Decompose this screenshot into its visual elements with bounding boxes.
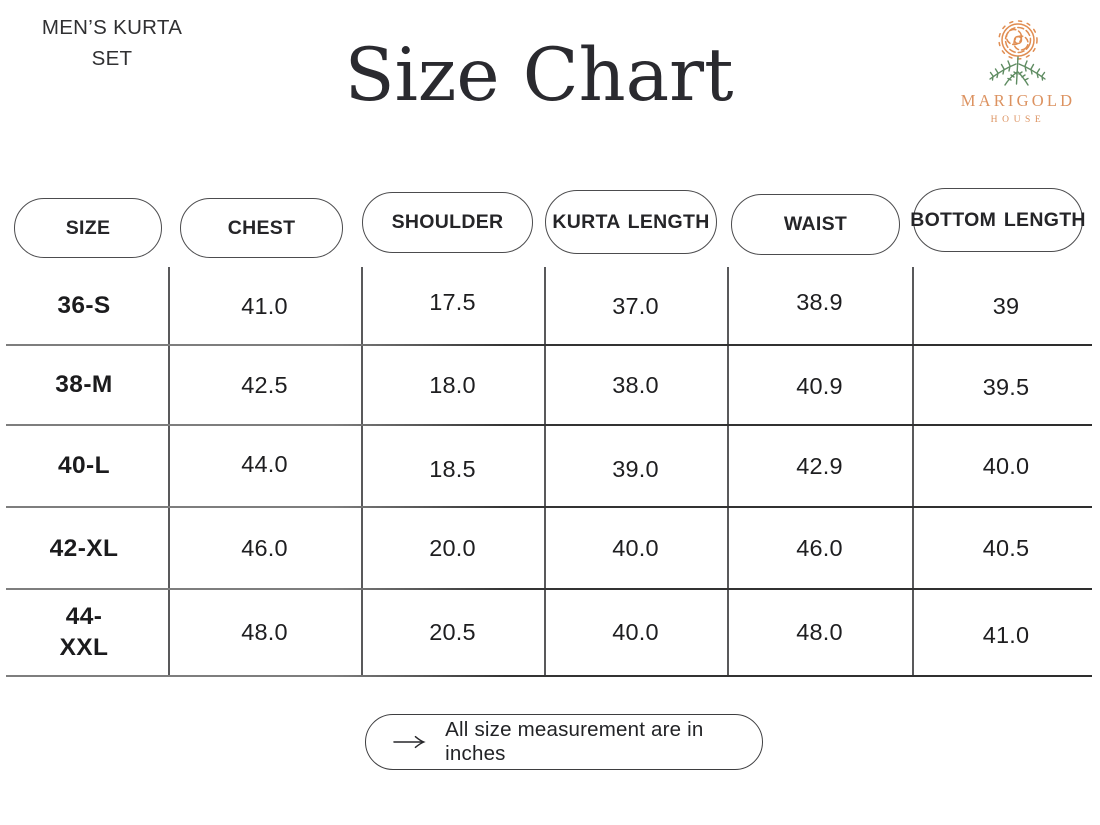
row-divider-line xyxy=(6,506,1092,509)
measurement-value: 41.0 xyxy=(982,622,1030,648)
measurement-value: 39.5 xyxy=(982,373,1030,400)
measurement-value: 46.0 xyxy=(796,534,843,561)
size-label: 40-L xyxy=(58,451,110,479)
size-cell: 44-XXL xyxy=(0,589,168,676)
column-divider-line xyxy=(544,267,546,676)
measurement-value: 39 xyxy=(992,292,1020,319)
column-divider-line xyxy=(912,267,914,676)
size-cell: 38-M xyxy=(0,345,168,425)
measurement-value: 48.0 xyxy=(796,619,843,645)
table-row: 36-S 41.0 17.5 37.0 38.9 39 xyxy=(0,267,1100,345)
measurement-value: 18.5 xyxy=(429,455,476,482)
measurement-value: 37.0 xyxy=(612,292,659,319)
value-cell: 44.0 xyxy=(168,423,361,505)
table-row: 38-M 42.5 18.0 38.0 40.9 39.5 xyxy=(0,345,1100,425)
size-label: 42-XL xyxy=(49,534,119,562)
measurement-value: 40.9 xyxy=(796,372,843,399)
value-cell: 37.0 xyxy=(544,267,727,345)
value-cell: 42.5 xyxy=(168,345,361,425)
row-divider-line xyxy=(6,344,1092,347)
column-divider-line xyxy=(727,267,729,676)
row-divider-line xyxy=(6,675,1092,678)
footer-note-pill: All size measurement are in inches xyxy=(365,714,763,770)
column-pill-size: SIZE xyxy=(14,198,162,258)
column-divider-line xyxy=(168,267,170,676)
value-cell: 39 xyxy=(912,267,1100,345)
column-pill-shoulder: SHOULDER xyxy=(362,192,533,253)
value-cell: 20.0 xyxy=(361,507,544,589)
size-label: 44-XXL xyxy=(59,602,109,661)
value-cell: 41.0 xyxy=(168,267,361,345)
value-cell: 48.0 xyxy=(168,589,361,676)
column-pill-chest: CHEST xyxy=(180,198,343,258)
value-cell: 41.0 xyxy=(912,592,1100,679)
table-row: 42-XL 46.0 20.0 40.0 46.0 40.5 xyxy=(0,507,1100,589)
page-title: Size Chart xyxy=(344,33,734,118)
size-cell: 42-XL xyxy=(0,508,168,590)
product-label: MEN’S KURTA SET xyxy=(41,16,183,70)
value-cell: 40.0 xyxy=(544,589,727,676)
measurement-value: 44.0 xyxy=(241,450,288,477)
value-cell: 18.0 xyxy=(361,345,544,425)
brand-logo: MARIGOLD HOUSE xyxy=(950,10,1086,125)
value-cell: 46.0 xyxy=(727,507,912,589)
value-cell: 18.5 xyxy=(361,428,544,510)
measurement-value: 20.0 xyxy=(429,534,476,561)
value-cell: 48.0 xyxy=(727,589,912,676)
value-cell: 20.5 xyxy=(361,589,544,676)
value-cell: 38.9 xyxy=(727,263,912,341)
measurement-value: 48.0 xyxy=(241,619,288,645)
measurement-value: 40.0 xyxy=(612,534,659,561)
column-pill-label: SIZE xyxy=(65,216,111,239)
measurement-value: 20.5 xyxy=(429,619,476,645)
size-label: 38-M xyxy=(55,370,113,398)
measurement-value: 18.0 xyxy=(429,371,476,398)
value-cell: 46.0 xyxy=(168,507,361,589)
measurement-value: 41.0 xyxy=(241,292,288,319)
value-cell: 39.5 xyxy=(912,347,1100,427)
size-cell: 40-L xyxy=(0,425,168,507)
value-cell: 42.9 xyxy=(727,425,912,507)
row-divider-line xyxy=(6,424,1092,427)
measurement-value: 39.0 xyxy=(612,455,659,482)
measurement-value: 46.0 xyxy=(241,534,288,561)
measurement-value: 42.5 xyxy=(241,371,288,398)
column-pill-label: CHEST xyxy=(227,216,296,239)
brand-name: MARIGOLD xyxy=(960,91,1076,110)
column-pill-label: KURTA LENGTH xyxy=(552,210,710,233)
measurement-value: 38.9 xyxy=(796,288,843,315)
value-cell: 38.0 xyxy=(544,345,727,425)
footer-note-text: All size measurement are in inches xyxy=(445,718,704,765)
column-pill-bottom-length: BOTTOM LENGTH xyxy=(910,188,1086,252)
column-pill-kurta-length: KURTA LENGTH xyxy=(545,190,717,254)
marigold-flower-icon xyxy=(989,20,1046,86)
table-row: 44-XXL 48.0 20.5 40.0 48.0 41.0 xyxy=(0,589,1100,676)
measurement-value: 40.0 xyxy=(612,619,659,645)
value-cell: 39.0 xyxy=(544,428,727,510)
table-row: 40-L 44.0 18.5 39.0 42.9 40.0 xyxy=(0,425,1100,507)
value-cell: 17.5 xyxy=(361,263,544,341)
measurement-value: 40.5 xyxy=(982,534,1030,561)
column-pill-label: BOTTOM LENGTH xyxy=(910,208,1086,231)
measurement-value: 40.0 xyxy=(982,452,1030,479)
column-pill-waist: WAIST xyxy=(731,194,900,255)
brand-subname: HOUSE xyxy=(990,115,1046,125)
value-cell: 40.5 xyxy=(912,507,1100,589)
measurement-value: 38.0 xyxy=(612,371,659,398)
measurement-value: 42.9 xyxy=(796,452,843,479)
size-label: 36-S xyxy=(57,291,111,319)
size-cell: 36-S xyxy=(0,267,168,345)
measurement-value: 17.5 xyxy=(429,288,476,315)
value-cell: 40.0 xyxy=(544,507,727,589)
column-pill-label: SHOULDER xyxy=(391,211,504,233)
value-cell: 40.9 xyxy=(727,346,912,426)
column-divider-line xyxy=(361,267,363,676)
value-cell: 40.0 xyxy=(912,425,1100,507)
column-pill-label: WAIST xyxy=(783,213,848,235)
right-arrow-icon xyxy=(393,735,426,749)
row-divider-line xyxy=(6,588,1092,591)
